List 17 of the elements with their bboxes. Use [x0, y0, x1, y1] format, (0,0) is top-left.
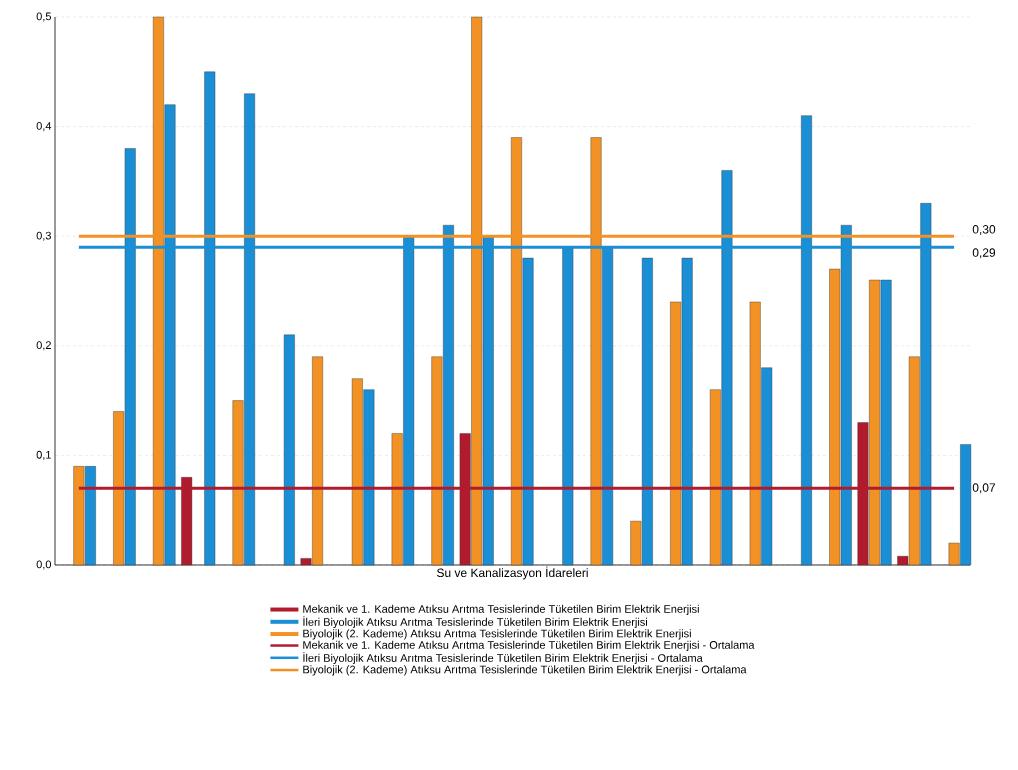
data-label: 0,30	[972, 225, 996, 235]
legend-label: Mekanik ve 1. Kademe Atıksu Arıtma Tesislerinde Tüketilen Birim Elektrik Enerjisi	[303, 604, 699, 616]
y-tick-label: 0,3	[36, 231, 51, 241]
y-tick-label: 0,0	[36, 560, 52, 570]
data-label: 0,29	[972, 248, 996, 259]
data-label: 0,07	[972, 483, 996, 494]
x-axis-title: Su ve Kanalizasyon İdareleri	[437, 566, 588, 580]
legend-label: İleri Biyolojik Atıksu Arıtma Tesislerinde Tüketilen Birim Elektrik Enerjisi	[303, 616, 647, 629]
y-tick-label: 0,2	[36, 341, 51, 351]
bar	[283, 334, 295, 566]
legend-label: Mekanik ve 1. Kademe Atıksu Arıtma Tesislerinde Tüketilen Birim Elektrik Enerjisi - Ortalama	[303, 640, 755, 652]
y-tick-label: 0,4	[36, 122, 52, 132]
y-tick-label: 0,5	[36, 12, 51, 22]
y-tick-label: 0,1	[36, 450, 51, 460]
legend-label: Biyolojik (2. Kademe) Atıksu Arıtma Tesislerinde Tüketilen Birim Elektrik Enerjisi	[303, 629, 691, 640]
legend-label: Biyolojik (2. Kademe) Atıksu Arıtma Tesislerinde Tüketilen Birim Elektrik Enerjisi - Ortalama	[303, 665, 747, 676]
legend-label: İleri Biyolojik Atıksu Arıtma Tesislerinde Tüketilen Birim Elektrik Enerjisi - Ortalama	[303, 652, 703, 665]
